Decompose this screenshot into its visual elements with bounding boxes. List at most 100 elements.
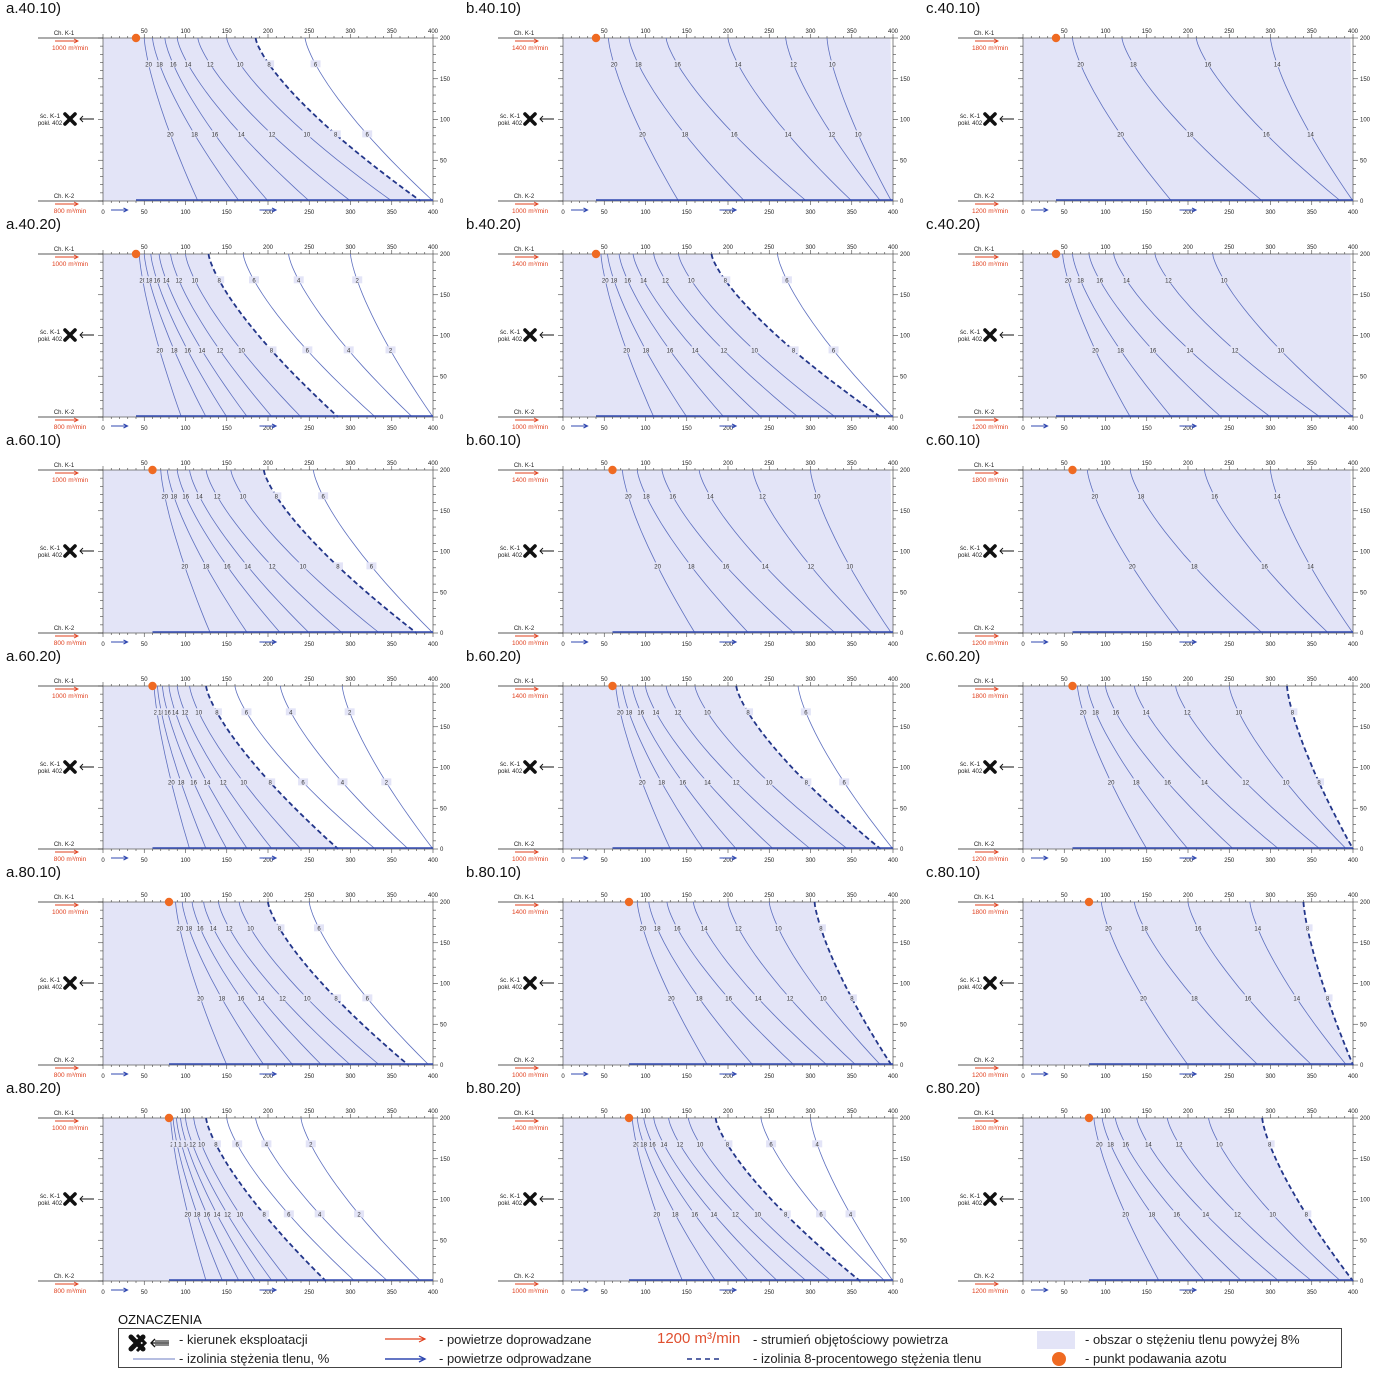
x-tick-label-bottom: 0 (561, 642, 565, 648)
chart-panel: a.60.20) 0 50 50 100 100 150 150 200 200 250 250 300… (0, 648, 460, 864)
isoline-label-bg (1291, 994, 1302, 1002)
mining-direction-icon (983, 112, 1014, 126)
isoline-label: 10 (240, 780, 247, 786)
nitrogen-point (164, 1113, 174, 1123)
y-tick-label: 100 (1360, 118, 1371, 124)
isoline (203, 901, 322, 1066)
isoline-label: 20 (168, 780, 175, 786)
air-exhausted-icon (385, 1355, 427, 1363)
x-tick-label-top: 400 (1348, 245, 1359, 251)
y-tick-label: 0 (1360, 847, 1364, 853)
y-tick-label: 150 (1360, 509, 1371, 515)
outflow-label: 1200 m³/min (972, 640, 1009, 647)
isoline (176, 1117, 240, 1282)
isoline-label-bg (780, 1210, 791, 1218)
x-tick-label-top: 350 (387, 29, 398, 35)
isoline-label: 14 (755, 996, 762, 1002)
isoline-label: 14 (653, 710, 660, 716)
area-legend-swatch (1037, 1331, 1075, 1349)
x-tick-label-bottom: 50 (601, 426, 608, 432)
x-tick-label-top: 250 (764, 893, 775, 899)
isoline-label: 12 (1165, 278, 1172, 284)
isoline-label-bg (1199, 778, 1210, 786)
x-tick-label-top: 300 (345, 1109, 356, 1115)
x-tick-label-top: 350 (847, 1109, 858, 1115)
isoline-label-bg (179, 562, 190, 570)
wall-label: śc. K-1 (40, 977, 61, 984)
seam-label: pokł. 402 (38, 769, 63, 775)
legend-oxygen-isoline: - izolinia stężenia tlenu, % (179, 1351, 330, 1366)
x-tick-label-bottom: 100 (180, 642, 191, 648)
y-tick-label: 50 (440, 806, 447, 812)
chart-panel: b.80.10) 0 50 50 100 100 150 150 200 200 250 250 300… (460, 864, 920, 1080)
x-tick-label-bottom: 400 (888, 1074, 899, 1080)
chart-svg: 0505010010015015020020025025030030035035… (958, 29, 1371, 216)
isoline-8 (1286, 685, 1354, 850)
isoline-label-bg (1063, 276, 1074, 284)
gateway-k2-label: Ch. K-2 (974, 842, 995, 848)
air-in-arrowhead (533, 1118, 540, 1124)
isoline-label-bg (638, 1140, 649, 1148)
x-tick-label-top: 250 (304, 1109, 315, 1115)
isoline (238, 901, 380, 1066)
chart-panel: c.40.20) 0 50 50 100 100 150 150 200 200 250 250 300… (920, 216, 1380, 432)
isoline-label: 14 (1145, 1142, 1152, 1148)
pick-shape (523, 328, 537, 342)
y-tick-label: 100 (1360, 334, 1371, 340)
chart-panel: c.80.20) 0 50 50 100 100 150 150 200 200 250 250 300… (920, 1080, 1380, 1296)
x-tick-label-top: 250 (304, 893, 315, 899)
isoline-label: 14 (692, 348, 699, 354)
exhaust-arrowhead (1191, 1071, 1198, 1077)
isoline-label: 8 (215, 710, 219, 716)
gateway-k2-label: Ch. K-2 (974, 626, 995, 632)
legend-mining-direction: - kierunek eksploatacji (179, 1332, 308, 1347)
isoline-label-bg (331, 994, 342, 1002)
isoline-label: 20 (161, 494, 168, 500)
isoline-label-bg (261, 1140, 272, 1148)
isoline-label: 16 (674, 62, 681, 68)
isoline-label-bg (1171, 1210, 1182, 1218)
isoline-label: 2 (309, 1142, 313, 1148)
x-tick-label-bottom: 0 (1021, 1290, 1025, 1296)
seam-label: pokł. 402 (958, 121, 983, 127)
isoline-label: 14 (204, 780, 211, 786)
x-tick-label-top: 350 (847, 677, 858, 683)
x-tick-label-top: 100 (640, 461, 651, 467)
x-tick-label-top: 200 (1183, 245, 1194, 251)
isoline-label-bg (1203, 60, 1214, 68)
y-tick-label: 150 (1360, 941, 1371, 947)
isoline-label-bg (650, 708, 661, 716)
x-tick-label-top: 150 (222, 29, 233, 35)
isoline-label: 8 (819, 926, 823, 932)
mining-direction-icon (523, 976, 554, 990)
isoline-label-bg (1105, 1140, 1116, 1148)
x-tick-label-bottom: 200 (263, 426, 274, 432)
isoline-label-bg (1281, 778, 1292, 786)
isoline-label-bg (1314, 778, 1325, 786)
exhaust-arrowhead (123, 1287, 129, 1293)
x-tick-label-bottom: 200 (1183, 642, 1194, 648)
isoline (234, 685, 376, 850)
isoline-label-bg (749, 346, 760, 354)
isoline-label-bg (176, 778, 187, 786)
isoline (138, 254, 182, 418)
inflow-label: 1400 m³/min (512, 909, 549, 916)
isoline-label: 14 (172, 710, 179, 716)
isoline-label-bg (651, 1210, 662, 1218)
isoline-label-bg (1078, 708, 1089, 716)
isoline (1187, 901, 1313, 1066)
x-tick-label-top: 200 (723, 677, 734, 683)
y-tick-label: 50 (900, 1238, 907, 1244)
isoline-label-bg (637, 778, 648, 786)
x-tick-label-top: 50 (141, 677, 148, 683)
air-out-arrowhead-red (73, 849, 80, 855)
oxygen-area (563, 1118, 860, 1281)
isoline-label: 18 (688, 564, 695, 570)
air-out-arrowhead-red (993, 1281, 1000, 1287)
x-tick-label-top: 400 (1348, 677, 1359, 683)
chart-panel: b.40.20) 0 50 50 100 100 150 150 200 200 250 250 300… (460, 216, 920, 432)
oxygen-area (103, 902, 409, 1065)
isoline-label: 20 (1105, 926, 1112, 932)
y-tick-label: 150 (440, 77, 451, 83)
isoline-label-bg (723, 994, 734, 1002)
